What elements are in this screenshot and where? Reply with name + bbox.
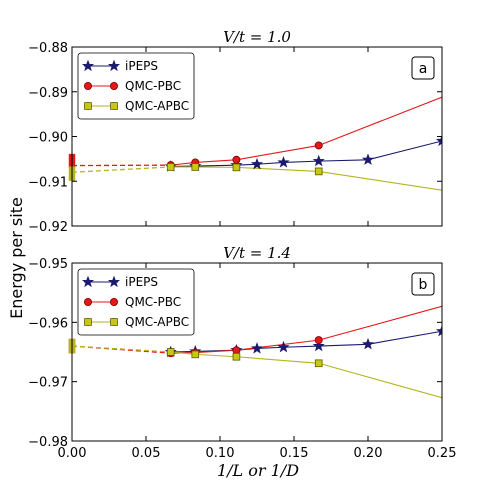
series-line	[171, 141, 442, 167]
legend-marker	[110, 82, 117, 89]
x-tick-label: 0.10	[206, 446, 235, 461]
legend-label: QMC-APBC	[125, 99, 189, 113]
y-axis-label: Energy per site	[7, 197, 26, 319]
x-tick-label: 0.20	[354, 446, 383, 461]
data-point	[167, 349, 174, 356]
data-point	[192, 351, 199, 358]
data-point	[167, 164, 174, 171]
legend-label: iPEPS	[125, 59, 158, 73]
data-point	[233, 353, 240, 360]
extrapolation-line	[72, 346, 171, 352]
extrapolation-line	[72, 167, 171, 172]
legend-marker	[110, 298, 117, 305]
y-tick-label: −0.97	[28, 376, 68, 391]
legend: iPEPS QMC-PBC QMC-APBC	[78, 269, 194, 335]
legend-marker	[111, 103, 118, 110]
data-point	[363, 154, 373, 164]
data-point	[315, 168, 322, 175]
y-tick-label: −0.92	[28, 220, 68, 235]
panel-b: V/t = 1.4−0.98−0.97−0.96−0.950.000.050.1…	[28, 244, 456, 461]
y-tick-label: −0.89	[28, 86, 68, 101]
data-point	[315, 360, 322, 367]
data-point	[278, 157, 288, 167]
data-point	[233, 156, 240, 163]
data-point	[252, 159, 262, 169]
data-point	[315, 142, 322, 149]
legend-label: QMC-APBC	[125, 315, 189, 329]
data-point	[313, 156, 323, 166]
legend: iPEPS QMC-PBC QMC-APBC	[78, 53, 194, 119]
y-tick-label: −0.88	[28, 41, 68, 56]
y-tick-label: −0.91	[28, 175, 68, 190]
x-tick-label: 0.25	[428, 446, 457, 461]
data-point	[363, 339, 373, 349]
x-tick-label: 0.05	[132, 446, 161, 461]
data-point	[192, 164, 199, 171]
x-tick-label: 0.15	[280, 446, 309, 461]
chart-title: V/t = 1.0	[223, 28, 291, 46]
data-point	[252, 343, 262, 353]
series-line	[171, 97, 442, 165]
chart-title: V/t = 1.4	[223, 244, 291, 262]
legend-marker	[84, 298, 91, 305]
x-tick-label: 0.00	[58, 446, 87, 461]
data-point	[278, 342, 288, 352]
legend-label: QMC-PBC	[125, 79, 181, 93]
legend-label: iPEPS	[125, 275, 158, 289]
y-tick-label: −0.95	[28, 257, 68, 272]
legend-marker	[84, 82, 91, 89]
legend-marker	[85, 103, 92, 110]
series-line	[171, 167, 442, 190]
panel-label: b	[419, 277, 428, 293]
x-axis-label: 1/L or 1/D	[217, 461, 299, 480]
legend-marker	[85, 319, 92, 326]
panel-a: V/t = 1.0 −0.92 −0.91 −0.90 −0.89 −0.88 iPEPS Q…	[28, 28, 447, 235]
data-point	[233, 164, 240, 171]
panel-label: a	[419, 61, 428, 77]
y-tick-label: −0.90	[28, 131, 68, 146]
data-point	[233, 347, 240, 354]
series-line	[171, 352, 442, 398]
data-point	[315, 337, 322, 344]
legend-marker	[111, 319, 118, 326]
legend-label: QMC-PBC	[125, 295, 181, 309]
y-tick-label: −0.96	[28, 316, 68, 331]
